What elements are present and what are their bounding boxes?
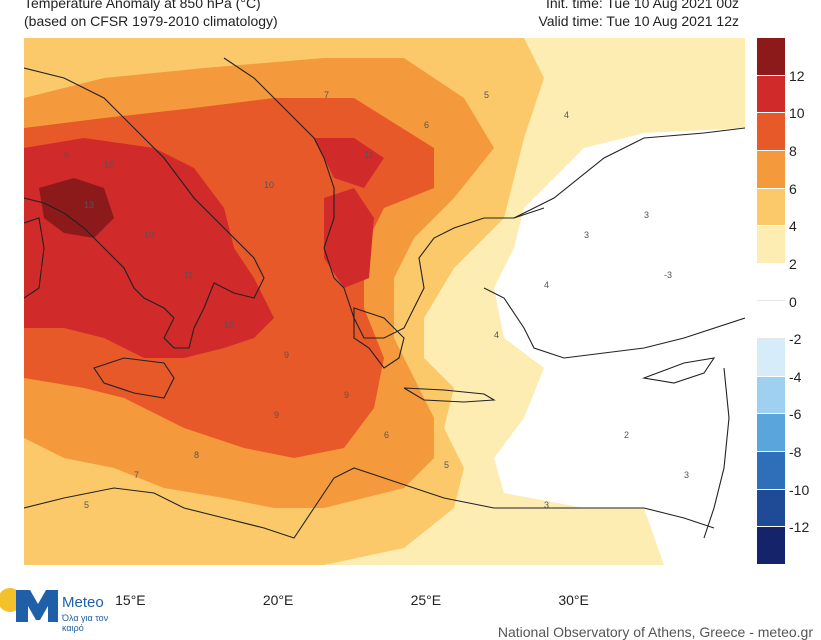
svg-text:4: 4 [544,280,549,290]
colorbar-tick-label: -4 [789,368,802,385]
anomaly-field-12-14 [39,178,114,238]
longitude-tick-label: 20°E [262,592,294,608]
svg-text:7: 7 [134,470,139,480]
colorbar-cell [757,414,785,453]
init-time: Init. time: Tue 10 Aug 2021 00z [545,0,739,11]
colorbar-tick-label: 4 [789,218,797,235]
map-title: Temperature Anomaly at 850 hPa (°C) [24,0,261,11]
colorbar-tick-label: -12 [789,519,810,536]
svg-text:2: 2 [624,430,629,440]
colorbar-tick-label: 10 [789,105,805,122]
svg-text:9: 9 [274,410,279,420]
sicily-coastline [93,357,175,399]
anomaly-map: 9 10 13 10 11 10 9 9 9 8 7 5 6 5 4 4 3 3 -3 2 3 3 7 6 5 4 11… [24,38,745,565]
colorbar-tick-label: 0 [789,293,797,310]
svg-text:10: 10 [224,320,234,330]
colorbar-tick-label: 2 [789,255,797,272]
colorbar-cell [757,452,785,490]
colorbar [757,38,785,565]
svg-text:5: 5 [444,460,449,470]
colorbar-cell [757,376,785,415]
svg-text:5: 5 [84,500,89,510]
svg-text:6: 6 [384,430,389,440]
crete-coastline [403,387,496,403]
colorbar-cell [757,301,785,340]
africa-coastline [24,467,715,539]
colorbar-cell [757,150,785,189]
svg-text:4: 4 [494,330,499,340]
colorbar-tick-label: -6 [789,406,802,423]
sardinia-coastline [24,217,45,299]
colorbar-cell [757,188,785,227]
svg-text:11: 11 [184,270,193,280]
valid-time: Valid time: Tue 10 Aug 2021 12z [538,13,739,29]
svg-text:10: 10 [104,160,114,170]
longitude-tick-label: 15°E [115,592,146,608]
colorbar-tick-label: -2 [789,331,802,348]
colorbar-cell [757,489,785,528]
colorbar-cell [757,38,785,76]
colorbar-cell [757,339,785,377]
svg-text:3: 3 [584,230,589,240]
gridpoint-values: 9 10 13 10 11 10 9 9 9 8 7 5 6 5 4 4 3 3 -3 2 3 3 7 6 5 4 11… [64,90,689,510]
svg-text:9: 9 [344,390,349,400]
logo-m-mark [16,590,58,622]
svg-text:11: 11 [364,150,373,160]
logo-subtitle: Όλα για τον καιρό [62,613,109,633]
svg-text:5: 5 [484,90,489,100]
anomaly-field-10-12 [24,138,384,358]
svg-text:6: 6 [424,120,429,130]
levant-coastline [703,367,730,539]
svg-text:-3: -3 [664,270,672,280]
footer-credit: National Observatory of Athens, Greece -… [497,624,813,640]
colorbar-tick-label: -10 [789,481,810,498]
svg-text:3: 3 [544,500,549,510]
colorbar-cell [757,226,785,264]
italy-coastline [24,67,265,349]
svg-text:9: 9 [284,350,289,360]
map-subtitle: (based on CFSR 1979-2010 climatology) [24,13,278,29]
colorbar-tick-label: -8 [789,444,802,461]
colorbar-tick-label: 12 [789,67,805,84]
colorbar-cell [757,263,785,302]
colorbar-cell [757,527,785,565]
svg-text:9: 9 [64,150,69,160]
svg-text:10: 10 [264,180,274,190]
peloponnese-coastline [353,307,405,369]
svg-text:8: 8 [194,450,199,460]
svg-text:10: 10 [144,230,154,240]
svg-text:7: 7 [324,90,329,100]
svg-text:3: 3 [684,470,689,480]
coastline-layer [24,57,745,539]
svg-text:3: 3 [644,210,649,220]
svg-text:4: 4 [564,110,569,120]
colorbar-tick-label: 8 [789,142,797,159]
svg-text:13: 13 [84,200,94,210]
turkey-coastline [483,127,745,359]
longitude-tick-label: 25°E [410,592,442,608]
map-canvas: 9 10 13 10 11 10 9 9 9 8 7 5 6 5 4 4 3 3 -3 2 3 3 7 6 5 4 11… [24,38,745,565]
cyprus-coastline [641,357,716,384]
logo-title: Meteo [62,594,104,611]
colorbar-cell [757,75,785,114]
colorbar-tick-label: 6 [789,180,797,197]
colorbar-cell [757,113,785,151]
longitude-tick-label: 30°E [558,592,589,608]
anomaly-field-0-2 [494,128,745,565]
meteo-logo [0,588,58,622]
